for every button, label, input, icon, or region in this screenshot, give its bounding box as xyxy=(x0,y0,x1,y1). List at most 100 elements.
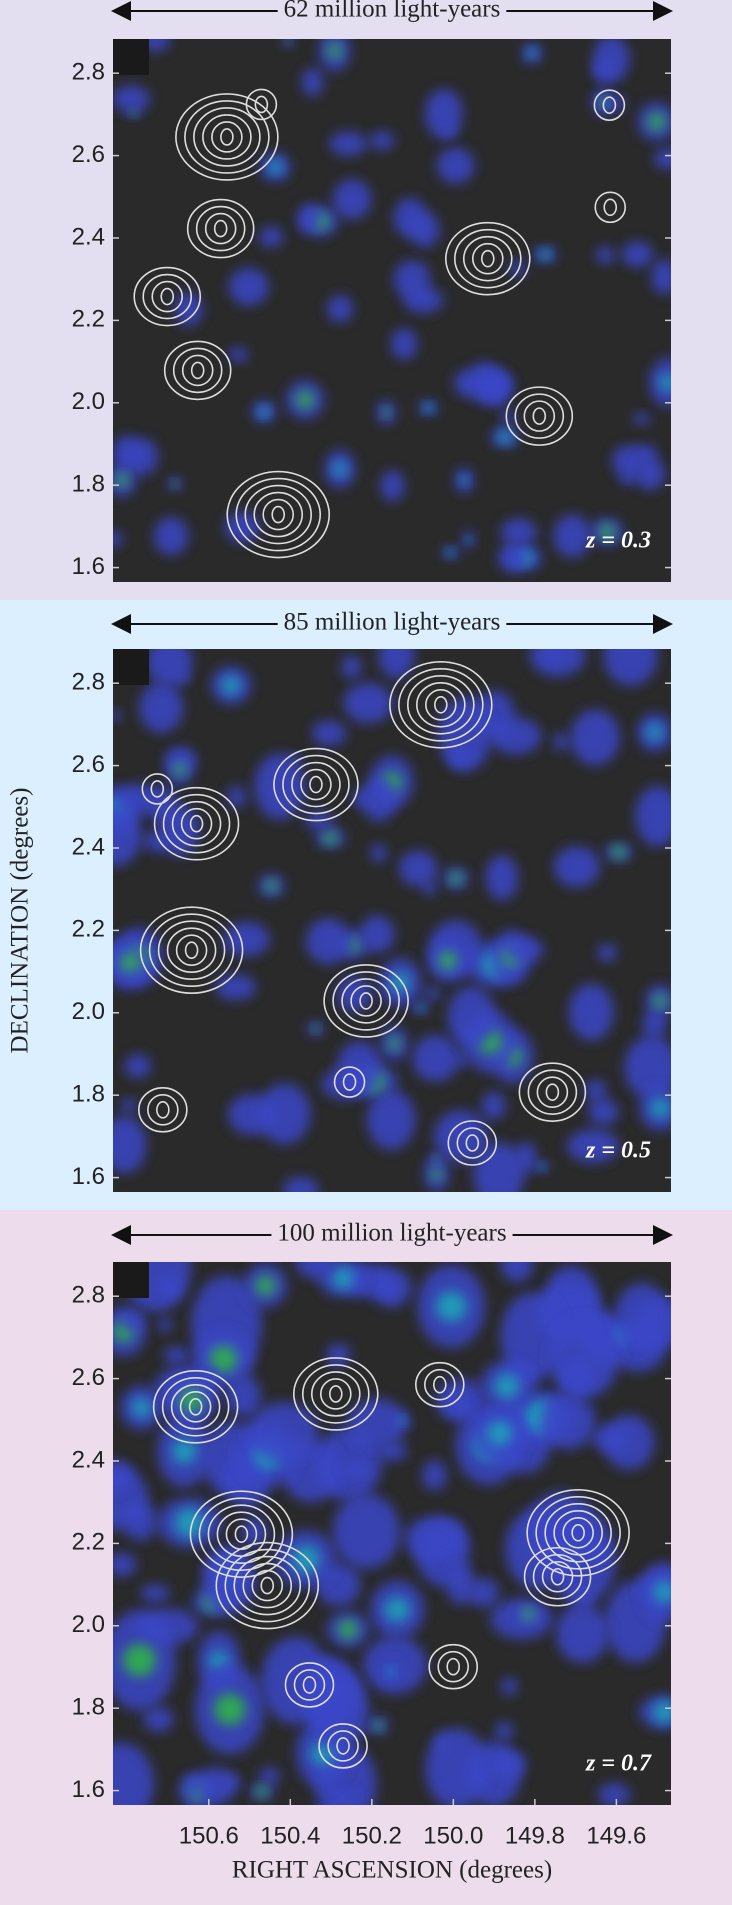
contour xyxy=(273,747,359,822)
scale-label: 62 million light-years xyxy=(284,0,501,23)
mass-blob xyxy=(197,1767,236,1805)
contour xyxy=(389,660,493,749)
mass-blob xyxy=(327,295,354,323)
mass-blob xyxy=(113,1460,133,1493)
redshift-label: z = 0.5 xyxy=(585,1138,651,1164)
mass-peak xyxy=(648,113,666,131)
contour xyxy=(160,287,175,306)
contour xyxy=(300,768,332,801)
mass-blob xyxy=(445,1565,476,1605)
mass-peak xyxy=(387,1037,401,1050)
mass-peak xyxy=(214,1693,246,1725)
contour xyxy=(224,1548,311,1623)
mass-peak xyxy=(327,43,342,58)
density-map xyxy=(113,649,671,1192)
mass-peak xyxy=(495,1374,519,1399)
density-map xyxy=(113,39,671,573)
mass-peak xyxy=(120,953,140,972)
mass-blob xyxy=(228,347,248,362)
mass-blob xyxy=(282,1177,319,1192)
contour xyxy=(480,249,495,268)
mass-peak xyxy=(653,994,668,1008)
mass-peak xyxy=(599,524,615,540)
y-tick-label: 2.8 xyxy=(72,59,105,86)
mass-peak xyxy=(256,1786,268,1798)
corner-marker xyxy=(113,39,149,75)
mass-blob xyxy=(124,1054,151,1079)
x-tick-label: 150.6 xyxy=(179,1822,239,1849)
y-axis-label: DECLINATION (degrees) xyxy=(7,788,34,1054)
contour xyxy=(153,786,240,861)
contour xyxy=(175,93,279,181)
contour xyxy=(571,1523,585,1542)
mass-blob xyxy=(603,649,658,686)
contour xyxy=(398,667,484,742)
mass-blob xyxy=(651,259,671,295)
mass-blob xyxy=(569,983,614,1041)
mass-blob xyxy=(654,147,671,170)
contour xyxy=(204,212,237,245)
mass-blob xyxy=(553,846,600,888)
mass-peak xyxy=(323,830,337,845)
contour xyxy=(423,1368,456,1401)
mass-peak xyxy=(417,1004,425,1012)
mass-blob xyxy=(226,1376,262,1417)
mass-blob xyxy=(352,790,372,808)
mass-peak xyxy=(132,1398,152,1418)
contour xyxy=(432,1375,447,1394)
contour xyxy=(254,95,269,114)
mass-blob xyxy=(113,531,124,547)
contour xyxy=(213,219,228,238)
mass-blob xyxy=(567,1129,620,1163)
contour xyxy=(157,920,226,981)
mass-blob xyxy=(382,1285,397,1300)
mass-peak xyxy=(539,249,551,260)
mass-blob xyxy=(624,1035,671,1100)
mass-blob xyxy=(146,649,193,686)
contour xyxy=(446,1657,461,1676)
y-tick-label: 2.2 xyxy=(72,916,105,943)
contour xyxy=(602,96,617,114)
contour xyxy=(138,1087,188,1133)
mass-blob xyxy=(595,246,615,264)
mass-peak xyxy=(171,480,179,488)
contour xyxy=(180,807,213,840)
mass-blob xyxy=(585,1079,607,1102)
mass-peak xyxy=(296,391,314,409)
mass-peak xyxy=(527,48,537,58)
mass-blob xyxy=(174,292,203,326)
contour xyxy=(434,695,448,714)
density-map xyxy=(113,1262,671,1805)
mass-peak xyxy=(258,406,270,418)
y-tick-label: 1.6 xyxy=(72,1776,105,1803)
mass-blob xyxy=(113,1742,154,1805)
y-tick-label: 2.2 xyxy=(72,1529,105,1556)
mass-peak xyxy=(659,374,671,391)
y-tick-label: 1.8 xyxy=(72,471,105,498)
mass-blob xyxy=(442,125,457,138)
mass-blob xyxy=(332,1494,401,1569)
contour xyxy=(215,1541,320,1630)
contour xyxy=(251,1569,284,1602)
contour xyxy=(207,1504,276,1564)
mass-peak xyxy=(450,872,462,885)
y-tick-label: 2.6 xyxy=(72,141,105,168)
contour xyxy=(462,235,513,282)
contour xyxy=(302,1676,317,1694)
mass-blob xyxy=(367,1089,416,1150)
mass-blob xyxy=(592,39,630,83)
contour xyxy=(220,128,234,146)
mass-blob xyxy=(501,410,515,426)
contour xyxy=(359,992,373,1010)
contour xyxy=(151,280,184,313)
y-tick-label: 2.4 xyxy=(72,833,105,860)
contour xyxy=(193,107,261,167)
contour xyxy=(532,407,547,425)
contour xyxy=(195,205,246,252)
contour xyxy=(141,773,174,805)
mass-blob xyxy=(635,785,671,847)
mass-blob xyxy=(228,268,269,306)
contour xyxy=(147,1094,179,1126)
contour xyxy=(350,985,382,1017)
mass-peak xyxy=(265,880,278,892)
